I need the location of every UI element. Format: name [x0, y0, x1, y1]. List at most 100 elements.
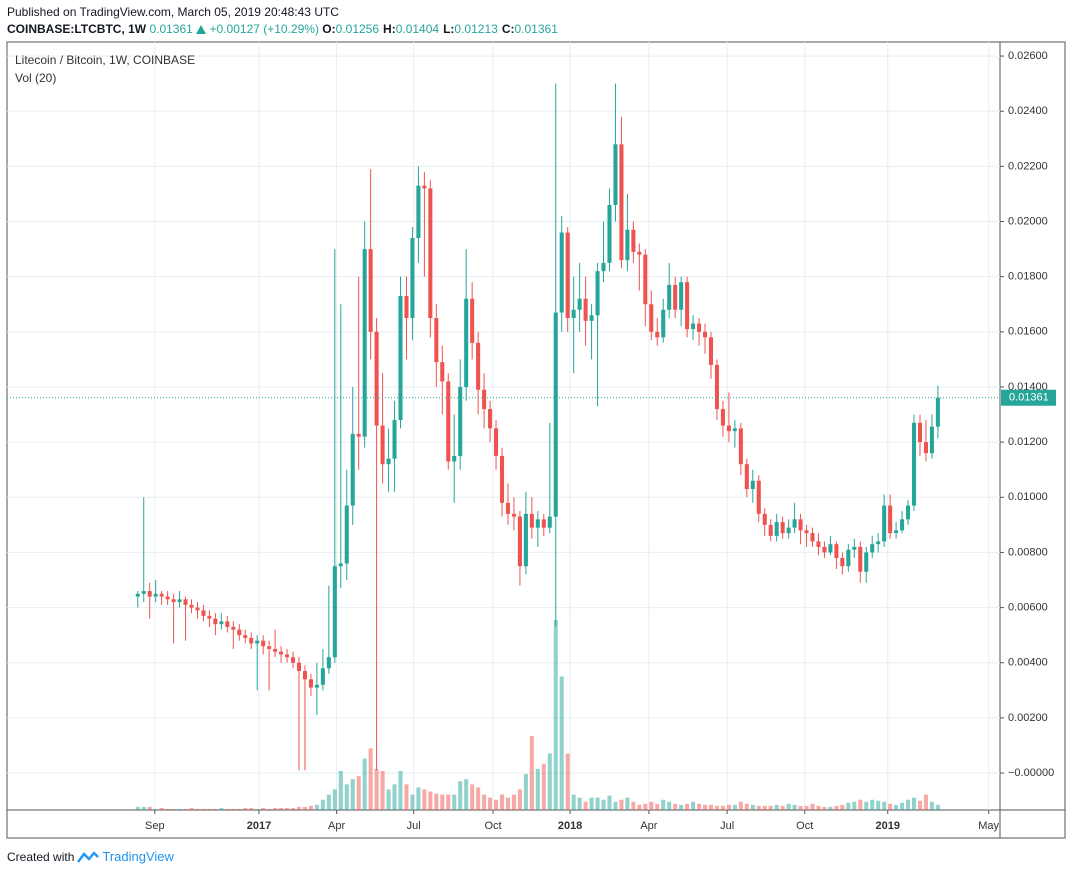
- candle-body: [482, 389, 487, 410]
- candle-body: [356, 433, 361, 437]
- volume-bar: [882, 801, 887, 810]
- candle-body: [285, 654, 290, 658]
- candle-body: [249, 637, 254, 644]
- volume-bar: [446, 794, 451, 810]
- candle-body: [452, 455, 457, 462]
- candle-body: [165, 596, 170, 600]
- candle-body: [523, 513, 528, 567]
- volume-bar: [792, 804, 797, 810]
- candle-body: [661, 309, 666, 338]
- brand[interactable]: TradingView: [102, 849, 174, 864]
- volume-bar: [852, 801, 857, 810]
- volume-bar: [255, 808, 260, 810]
- candle-body: [547, 516, 552, 528]
- volume-bar: [494, 799, 499, 810]
- candle-body: [828, 544, 833, 553]
- ohlc-value: 0.01361: [514, 22, 558, 36]
- candle-body: [708, 337, 714, 365]
- volume-bar: [888, 803, 893, 810]
- candle-body: [434, 318, 439, 363]
- volume-bar: [231, 808, 236, 810]
- volume-bar: [858, 799, 863, 810]
- volume-bar: [583, 801, 588, 810]
- candle-body: [308, 679, 313, 688]
- volume-bar: [589, 797, 594, 810]
- y-tick-label: 0.02200: [1008, 160, 1048, 172]
- volume-bar: [249, 807, 254, 810]
- candle-body: [846, 549, 851, 567]
- y-tick-label: 0.01200: [1008, 436, 1048, 448]
- volume-bar: [416, 787, 421, 810]
- candle-body: [565, 232, 570, 319]
- volume-bar: [237, 808, 242, 810]
- volume-bar: [505, 797, 511, 810]
- candle-body: [201, 610, 206, 616]
- candle-body: [804, 530, 809, 534]
- volume-bar: [189, 807, 194, 810]
- candle-body: [505, 502, 511, 514]
- candle-body: [583, 298, 588, 321]
- volume-bar: [804, 805, 809, 810]
- candle-body: [326, 657, 331, 669]
- candle-body: [541, 519, 546, 528]
- volume-bar: [810, 803, 815, 810]
- candle-body: [255, 640, 260, 644]
- volume-bar: [380, 770, 385, 810]
- candle-body: [135, 593, 140, 597]
- y-tick-label: 0.01600: [1008, 326, 1048, 338]
- candle-body: [362, 249, 367, 437]
- candle-body: [900, 519, 905, 531]
- candle-body: [923, 442, 928, 454]
- candle-body: [147, 591, 152, 597]
- candles: [135, 83, 940, 771]
- volume-bar: [720, 805, 725, 810]
- x-tick-label: Sep: [145, 820, 165, 832]
- candle-body: [816, 541, 821, 547]
- volume-bar: [165, 808, 170, 810]
- candle-body: [750, 480, 755, 490]
- published-line: Published on TradingView.com, March 05, …: [7, 5, 339, 19]
- candle-body: [589, 315, 594, 321]
- candle-body: [195, 607, 200, 611]
- volume-bar: [273, 807, 278, 810]
- candle-body: [171, 599, 176, 603]
- volume-bar: [267, 808, 272, 810]
- volume-bar: [762, 805, 767, 810]
- candle-body: [894, 530, 899, 534]
- volume-bar: [923, 794, 928, 810]
- volume-bar: [828, 806, 833, 810]
- candle-body: [386, 458, 391, 465]
- candle-body: [714, 364, 719, 410]
- candle-body: [476, 342, 481, 390]
- volume-bar: [207, 808, 212, 810]
- volume-bar: [213, 808, 218, 810]
- candle-body: [595, 271, 600, 316]
- candle-body: [428, 188, 433, 319]
- candle-body: [679, 282, 684, 310]
- volume-bar: [929, 801, 934, 810]
- volume-bar: [482, 794, 487, 810]
- candle-body: [780, 522, 785, 534]
- candle-body: [392, 420, 397, 459]
- candle-body: [499, 455, 505, 503]
- candle-body: [416, 185, 421, 239]
- volume-bar: [338, 770, 343, 810]
- volume-bar: [464, 779, 469, 810]
- volume-bar: [422, 789, 427, 810]
- volume-bar: [296, 806, 302, 810]
- candle-body: [314, 684, 319, 688]
- volume-bar: [780, 805, 785, 810]
- candle-body: [732, 428, 737, 432]
- candle-body: [243, 635, 248, 638]
- volume-bar: [440, 794, 445, 810]
- candle-body: [840, 557, 845, 567]
- symbol: COINBASE:LTCBTC, 1W: [7, 22, 147, 36]
- volume-bar: [201, 808, 206, 810]
- volume-bar: [631, 801, 636, 810]
- volume-bar: [410, 794, 415, 810]
- y-tick-label: 0.02600: [1008, 50, 1048, 62]
- candle-body: [786, 527, 791, 534]
- x-tick-label: 2018: [558, 820, 582, 832]
